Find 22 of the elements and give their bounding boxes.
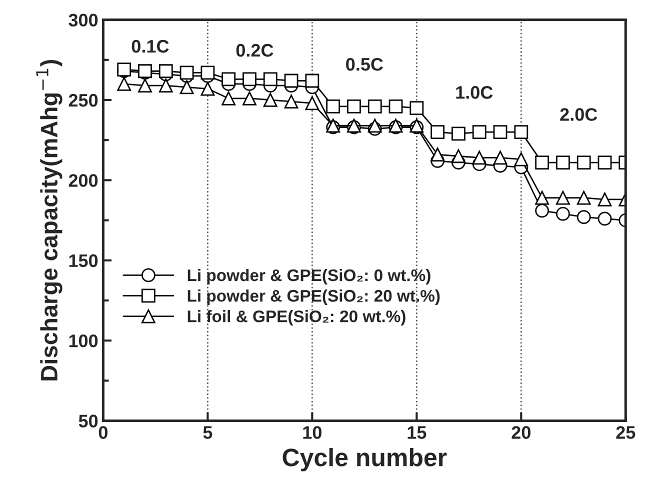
annotation: 0.1C xyxy=(132,40,169,53)
annotation: 0.5C xyxy=(346,58,383,71)
y-tick-label: 300 xyxy=(68,14,98,27)
annotation: 1.0C xyxy=(456,86,493,99)
x-tick-label: 10 xyxy=(303,426,322,439)
x-axis-title: Cycle number xyxy=(282,448,447,472)
y-axis-title: Discharge capacity(mAhg$^{−1}$) xyxy=(36,60,62,380)
y-tick-label: 250 xyxy=(68,94,98,107)
y-tick-label: 200 xyxy=(68,174,98,187)
y-tick-label: 150 xyxy=(69,254,98,268)
y-tick-label: 100 xyxy=(69,334,98,348)
x-tick-label: 15 xyxy=(408,426,426,439)
annotation: 0.2C xyxy=(236,44,274,57)
x-tick-label: 5 xyxy=(203,426,212,439)
y-tick-label: 50 xyxy=(78,414,98,428)
legend-label: Li foil & GPE(SiO₂: 20 wt.%) xyxy=(188,310,406,326)
legend-label: Li powder & GPE(SiO₂: 0 wt.%) xyxy=(188,268,430,284)
legend-label: Li powder & GPE(SiO₂: 20 wt.%) xyxy=(188,289,440,306)
x-tick-label: 25 xyxy=(616,426,636,439)
x-tick-label: 0 xyxy=(98,426,108,439)
annotation: 2.0C xyxy=(560,108,598,121)
x-tick-label: 20 xyxy=(512,426,530,439)
